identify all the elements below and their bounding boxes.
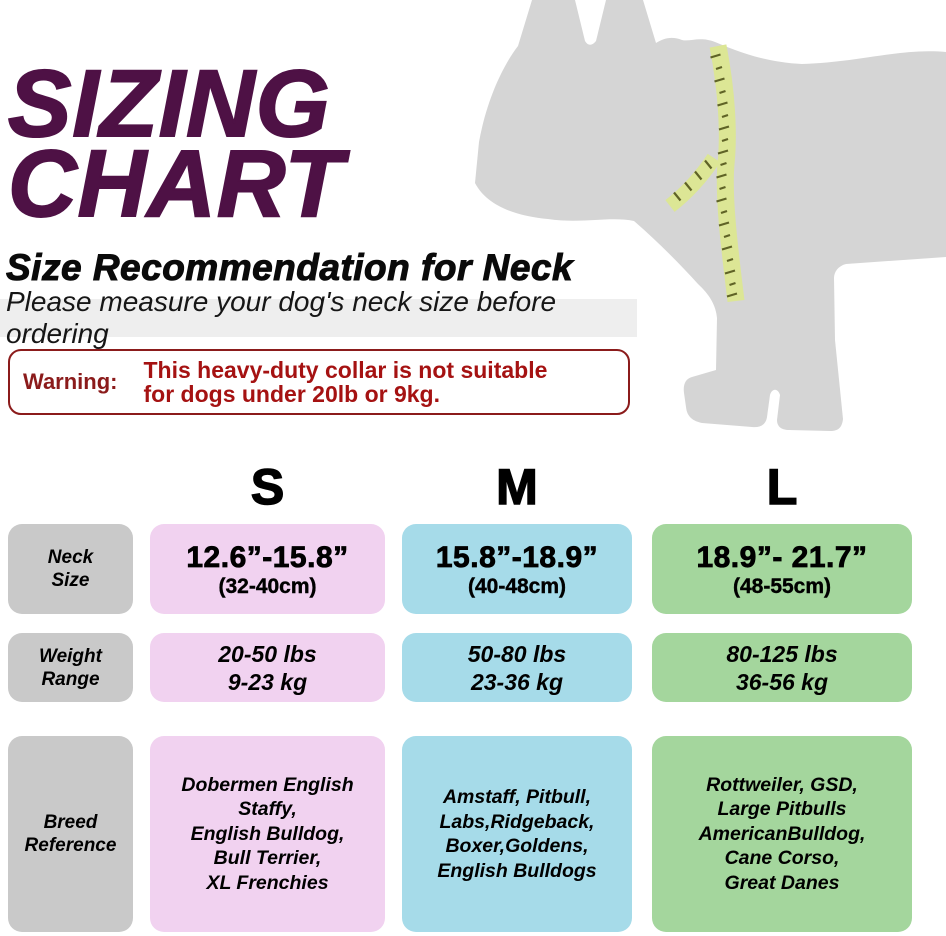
table-row-neck-size: Neck Size 12.6”-15.8” (32-40cm) 15.8”-18… — [8, 524, 912, 614]
breed-reference-cell-l: Rottweiler, GSD, Large Pitbulls American… — [652, 736, 912, 932]
column-header-l: L — [766, 458, 798, 516]
note-text: Please measure your dog's neck size befo… — [6, 286, 557, 349]
note-band: Please measure your dog's neck size befo… — [0, 286, 637, 349]
row-header-neck-size: Neck Size — [8, 524, 133, 614]
column-header-s: S — [250, 458, 285, 516]
size-column-headers: S M L — [8, 458, 912, 516]
measuring-tape-branch — [665, 153, 721, 212]
title-line-1: SIZING — [7, 51, 331, 157]
dog-silhouette — [475, 0, 946, 431]
breed-reference-cell-m: Amstaff, Pitbull, Labs,Ridgeback, Boxer,… — [402, 736, 632, 932]
dog-with-measuring-tape-illustration — [475, 0, 946, 431]
neck-size-cell-l: 18.9”- 21.7” (48-55cm) — [652, 524, 912, 614]
page-title: SIZING CHART — [7, 51, 344, 237]
row-header-weight-range: Weight Range — [8, 633, 133, 702]
neck-size-metric-s: (32-40cm) — [218, 574, 317, 598]
neck-size-metric-m: (40-48cm) — [467, 574, 567, 598]
tape-tick-marks-short — [715, 65, 736, 287]
weight-range-cell-l: 80-125 lbs 36-56 kg — [652, 633, 912, 702]
weight-range-cell-m: 50-80 lbs 23-36 kg — [402, 633, 632, 702]
neck-size-metric-l: (48-55cm) — [732, 574, 832, 598]
table-row-weight-range: Weight Range 20-50 lbs 9-23 kg 50-80 lbs… — [8, 633, 912, 702]
neck-size-value-s: 12.6”-15.8” — [186, 540, 349, 574]
neck-size-value-m: 15.8”-18.9” — [435, 540, 599, 574]
title-line-2: CHART — [7, 131, 344, 237]
weight-range-cell-s: 20-50 lbs 9-23 kg — [150, 633, 385, 702]
warning-text: This heavy-duty collar is not suitable f… — [143, 357, 548, 407]
breed-reference-cell-s: Dobermen English Staffy, English Bulldog… — [150, 736, 385, 932]
header-spacer — [8, 458, 133, 516]
tape-tick-marks-branch — [673, 159, 713, 202]
neck-size-cell-m: 15.8”-18.9” (40-48cm) — [402, 524, 632, 614]
tape-tick-marks-long — [710, 53, 738, 298]
subtitle: Size Recommendation for Neck — [5, 247, 574, 289]
table-row-breed-reference: Breed Reference Dobermen English Staffy,… — [8, 736, 912, 932]
neck-size-cell-s: 12.6”-15.8” (32-40cm) — [150, 524, 385, 614]
warning-label: Warning: — [23, 369, 118, 394]
neck-size-value-l: 18.9”- 21.7” — [696, 540, 868, 574]
row-header-breed-reference: Breed Reference — [8, 736, 133, 932]
column-header-m: M — [495, 458, 538, 516]
warning-box: Warning: This heavy-duty collar is not s… — [8, 349, 630, 415]
